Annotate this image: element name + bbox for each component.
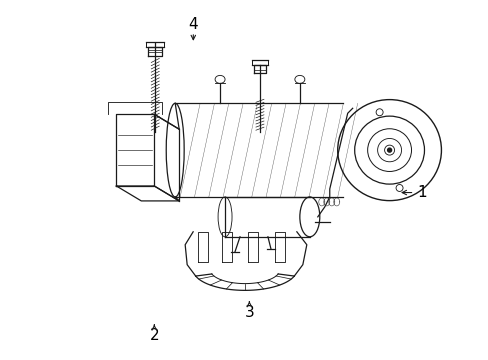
Text: 3: 3: [244, 305, 254, 320]
Text: 4: 4: [188, 17, 198, 32]
Circle shape: [387, 148, 391, 152]
Text: 1: 1: [417, 185, 427, 200]
Text: 2: 2: [149, 328, 159, 343]
